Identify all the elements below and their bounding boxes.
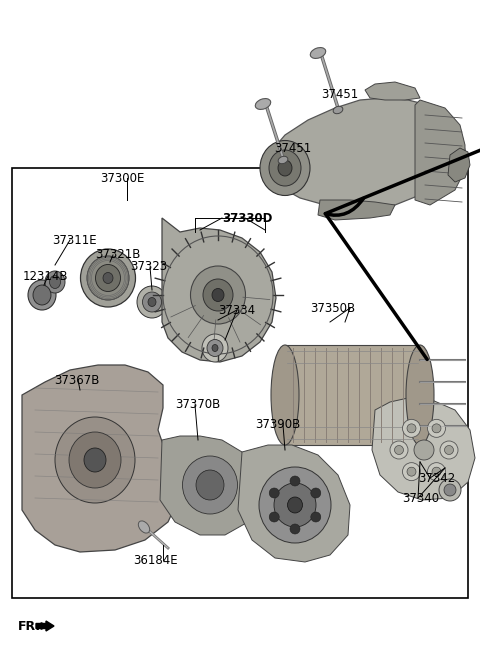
Polygon shape bbox=[415, 100, 465, 205]
Bar bbox=[285, 345, 420, 445]
Ellipse shape bbox=[33, 285, 51, 305]
Ellipse shape bbox=[143, 292, 161, 312]
Ellipse shape bbox=[137, 286, 167, 318]
Ellipse shape bbox=[196, 470, 224, 500]
Polygon shape bbox=[22, 365, 178, 552]
Ellipse shape bbox=[202, 334, 228, 362]
Text: FR.: FR. bbox=[18, 620, 41, 633]
Ellipse shape bbox=[395, 445, 404, 455]
Ellipse shape bbox=[403, 463, 420, 481]
Ellipse shape bbox=[212, 288, 224, 302]
Ellipse shape bbox=[148, 298, 156, 307]
Ellipse shape bbox=[28, 280, 56, 310]
Text: 37311E: 37311E bbox=[52, 233, 96, 246]
Ellipse shape bbox=[432, 467, 441, 476]
Ellipse shape bbox=[406, 345, 434, 445]
Ellipse shape bbox=[49, 275, 60, 288]
Ellipse shape bbox=[269, 512, 279, 522]
Ellipse shape bbox=[96, 265, 120, 292]
Text: 37367B: 37367B bbox=[54, 373, 99, 386]
Text: 37390B: 37390B bbox=[255, 419, 300, 432]
Ellipse shape bbox=[138, 521, 150, 533]
Ellipse shape bbox=[55, 417, 135, 503]
Ellipse shape bbox=[69, 432, 121, 488]
Text: 37451: 37451 bbox=[322, 89, 359, 101]
Ellipse shape bbox=[428, 419, 445, 438]
Ellipse shape bbox=[407, 467, 416, 476]
Text: 37300E: 37300E bbox=[100, 171, 144, 185]
Text: 37370B: 37370B bbox=[175, 399, 220, 411]
Ellipse shape bbox=[269, 488, 279, 498]
Ellipse shape bbox=[191, 266, 245, 324]
Ellipse shape bbox=[414, 440, 434, 460]
Text: 12314B: 12314B bbox=[23, 269, 69, 283]
Polygon shape bbox=[162, 218, 276, 362]
Text: 37342: 37342 bbox=[418, 472, 455, 484]
Ellipse shape bbox=[81, 249, 135, 307]
Text: 37350B: 37350B bbox=[310, 302, 355, 315]
Ellipse shape bbox=[203, 279, 233, 311]
Ellipse shape bbox=[278, 156, 288, 164]
Text: 37330D: 37330D bbox=[222, 212, 272, 225]
Polygon shape bbox=[448, 148, 470, 182]
Ellipse shape bbox=[428, 463, 445, 481]
Text: 37340: 37340 bbox=[402, 491, 439, 505]
Ellipse shape bbox=[310, 47, 326, 58]
Ellipse shape bbox=[439, 479, 461, 501]
Text: 37451: 37451 bbox=[275, 141, 312, 154]
Ellipse shape bbox=[207, 340, 223, 357]
Ellipse shape bbox=[444, 445, 454, 455]
FancyArrow shape bbox=[36, 621, 54, 631]
Text: 37323: 37323 bbox=[130, 260, 167, 273]
Ellipse shape bbox=[288, 497, 302, 513]
Ellipse shape bbox=[103, 273, 113, 284]
Ellipse shape bbox=[259, 467, 331, 543]
Ellipse shape bbox=[403, 419, 420, 438]
Ellipse shape bbox=[407, 424, 416, 433]
Ellipse shape bbox=[333, 106, 343, 114]
Ellipse shape bbox=[432, 424, 441, 433]
Ellipse shape bbox=[311, 512, 321, 522]
Ellipse shape bbox=[390, 441, 408, 459]
Bar bbox=[12, 168, 468, 598]
Ellipse shape bbox=[255, 99, 271, 110]
Ellipse shape bbox=[212, 344, 218, 351]
Ellipse shape bbox=[444, 484, 456, 496]
Ellipse shape bbox=[290, 524, 300, 534]
Ellipse shape bbox=[274, 483, 316, 527]
Text: 37321B: 37321B bbox=[95, 248, 140, 261]
Ellipse shape bbox=[45, 271, 65, 293]
Ellipse shape bbox=[278, 160, 292, 176]
Ellipse shape bbox=[290, 476, 300, 486]
Ellipse shape bbox=[182, 456, 238, 514]
Ellipse shape bbox=[87, 256, 129, 300]
Polygon shape bbox=[372, 398, 475, 500]
Ellipse shape bbox=[269, 150, 301, 186]
Polygon shape bbox=[365, 82, 420, 100]
Ellipse shape bbox=[260, 141, 310, 196]
Polygon shape bbox=[268, 98, 465, 210]
Ellipse shape bbox=[84, 448, 106, 472]
Ellipse shape bbox=[271, 345, 299, 445]
Ellipse shape bbox=[311, 488, 321, 498]
Polygon shape bbox=[160, 436, 258, 535]
Ellipse shape bbox=[440, 441, 458, 459]
Polygon shape bbox=[318, 200, 395, 220]
Text: 37334: 37334 bbox=[218, 304, 255, 317]
Polygon shape bbox=[238, 445, 350, 562]
Text: 36184E: 36184E bbox=[132, 553, 177, 566]
